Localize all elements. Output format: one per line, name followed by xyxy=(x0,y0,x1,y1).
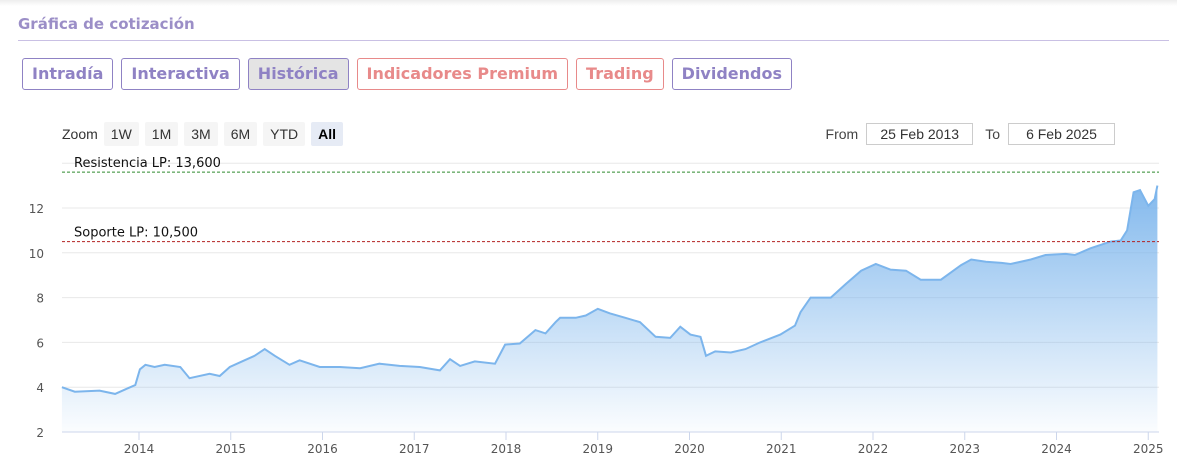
zoom-label: Zoom xyxy=(62,126,98,142)
zoom-1w-button[interactable]: 1W xyxy=(103,122,139,146)
tab-indicadores-premium[interactable]: Indicadores Premium xyxy=(356,58,569,90)
from-label: From xyxy=(825,126,859,142)
zoom-6m-button[interactable]: 6M xyxy=(223,122,258,146)
price-area xyxy=(61,185,1158,432)
y-tick-label: 10 xyxy=(29,247,44,261)
y-tick-label: 6 xyxy=(36,336,44,350)
zoom-selector: Zoom 1W 1M 3M 6M YTD All xyxy=(62,122,344,146)
to-date-input[interactable]: 6 Feb 2025 xyxy=(1008,123,1115,145)
y-tick-label: 8 xyxy=(36,292,44,306)
title-divider xyxy=(18,40,1169,41)
tab-trading[interactable]: Trading xyxy=(576,58,664,90)
y-tick-label: 4 xyxy=(36,381,44,395)
zoom-all-button[interactable]: All xyxy=(311,122,344,146)
top-shadow xyxy=(0,0,1177,6)
x-tick-label: 2022 xyxy=(858,442,889,456)
zoom-ytd-button[interactable]: YTD xyxy=(263,122,306,146)
price-line xyxy=(61,185,1159,395)
y-tick-label: 2 xyxy=(36,426,44,440)
x-tick-label: 2016 xyxy=(307,442,338,456)
tab-historica[interactable]: Histórica xyxy=(247,58,349,90)
x-tick-label: 2015 xyxy=(215,442,246,456)
section-title: Gráfica de cotización xyxy=(18,15,195,33)
tab-interactiva[interactable]: Interactiva xyxy=(121,58,240,90)
x-tick-label: 2025 xyxy=(1133,442,1164,456)
y-tick-label: 12 xyxy=(29,202,44,216)
tab-intradia[interactable]: Intradía xyxy=(22,58,114,90)
date-range: From 25 Feb 2013 To 6 Feb 2025 xyxy=(826,123,1115,145)
x-tick-label: 2024 xyxy=(1041,442,1072,456)
chart-tabs: Intradía Interactiva Histórica Indicador… xyxy=(22,58,792,90)
x-tick-label: 2019 xyxy=(582,442,613,456)
x-tick-label: 2023 xyxy=(949,442,980,456)
tab-dividendos[interactable]: Dividendos xyxy=(671,58,792,90)
resistance-label: Resistencia LP: 13,600 xyxy=(74,156,221,171)
x-tick-label: 2017 xyxy=(399,442,430,456)
support-label: Soporte LP: 10,500 xyxy=(74,226,198,241)
from-date-input[interactable]: 25 Feb 2013 xyxy=(866,123,974,145)
zoom-1m-button[interactable]: 1M xyxy=(144,122,179,146)
x-tick-label: 2014 xyxy=(124,442,155,456)
to-label: To xyxy=(985,126,1000,142)
x-tick-label: 2021 xyxy=(766,442,797,456)
x-tick-label: 2018 xyxy=(491,442,522,456)
x-tick-label: 2020 xyxy=(674,442,705,456)
zoom-3m-button[interactable]: 3M xyxy=(184,122,218,146)
